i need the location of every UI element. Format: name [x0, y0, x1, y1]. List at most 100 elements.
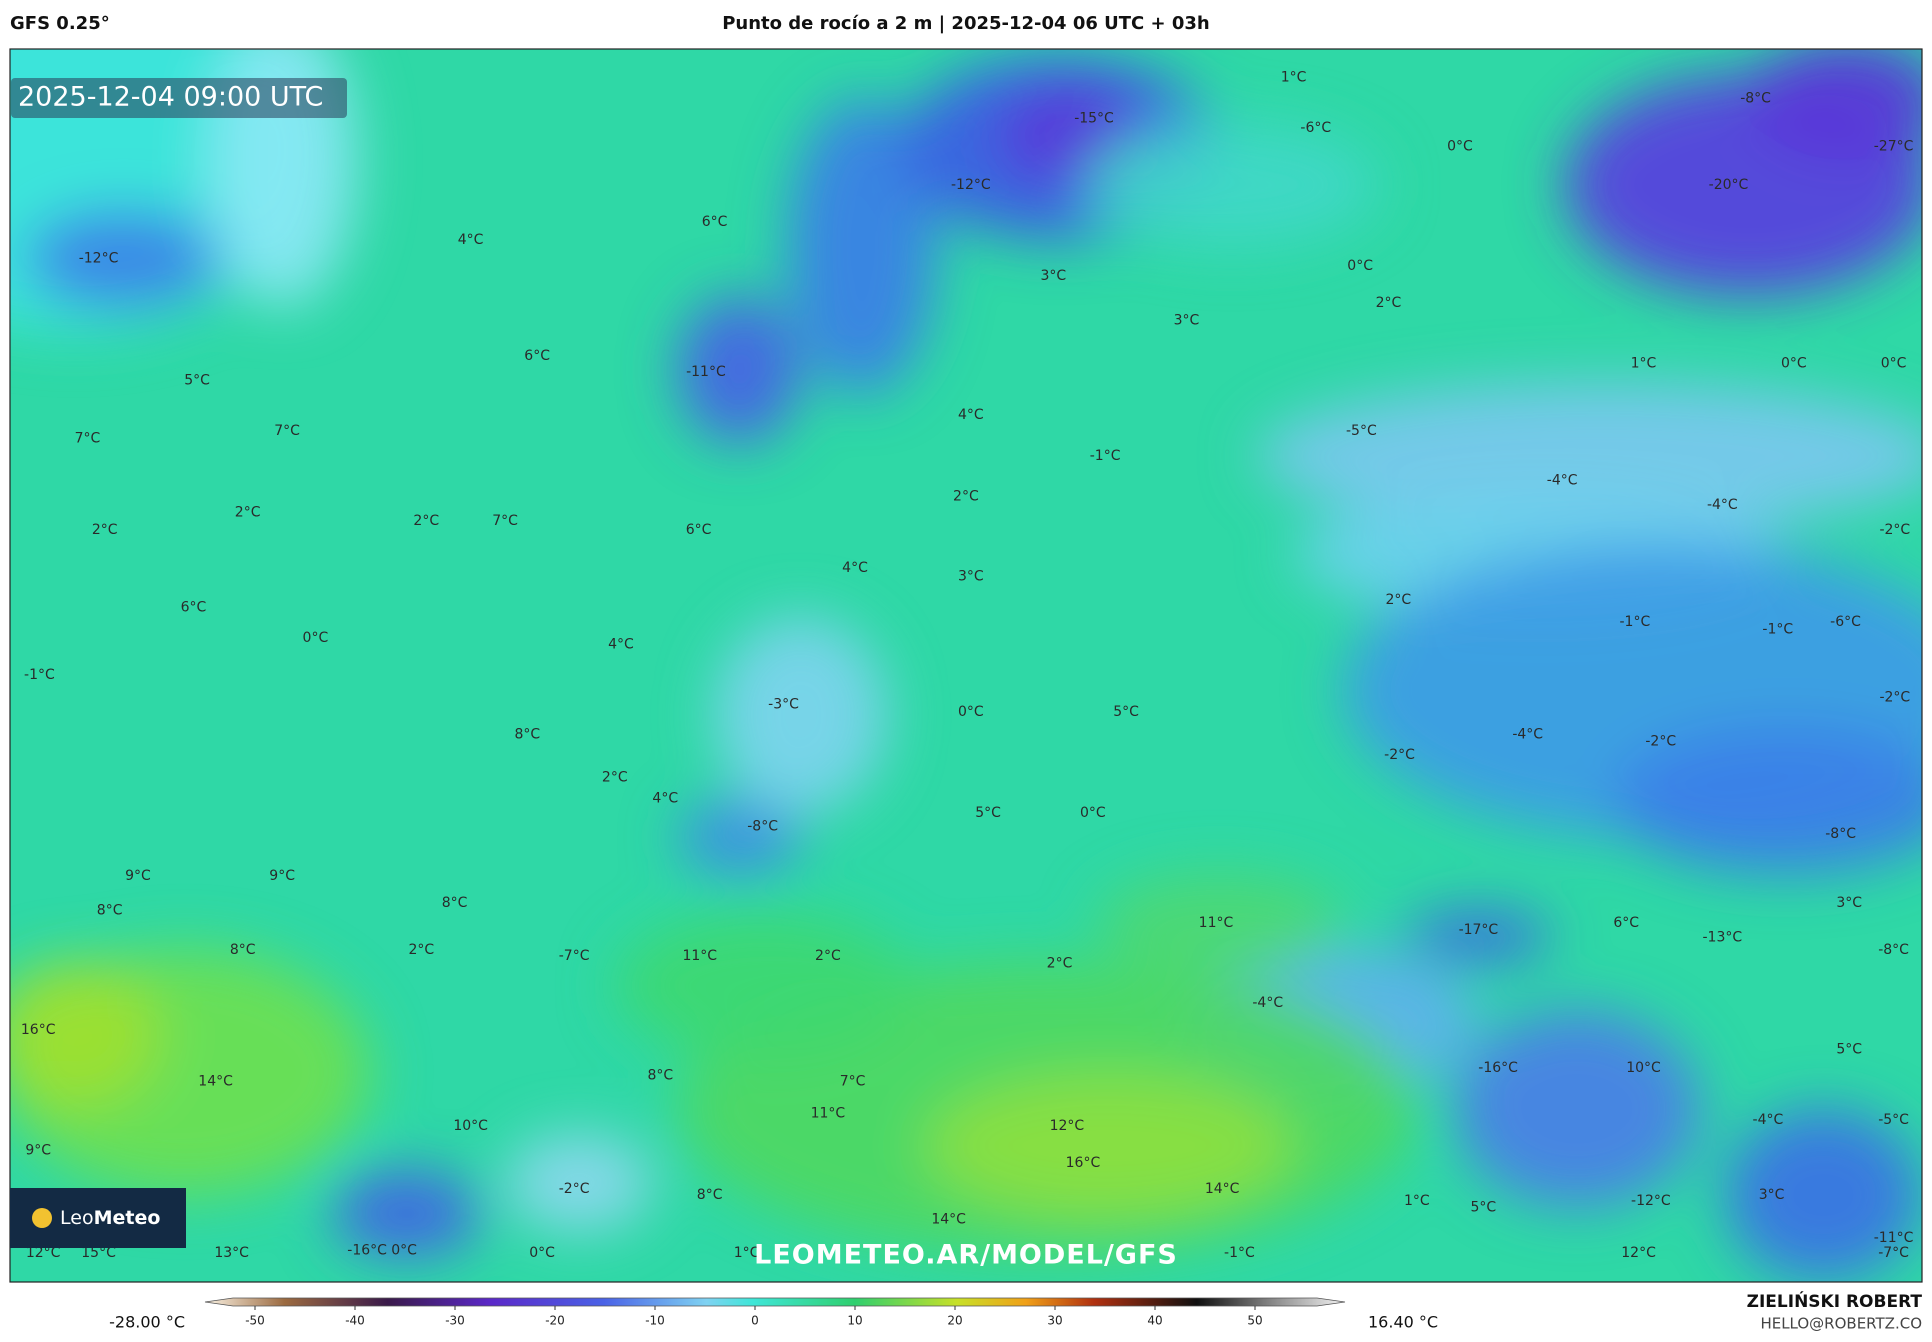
temperature-label: -2°C	[1879, 689, 1910, 705]
temperature-label: -5°C	[1878, 1112, 1909, 1128]
temperature-label: -17°C	[1459, 922, 1499, 938]
colorbar-tick-label: -20	[545, 1314, 565, 1328]
temperature-label: 0°C	[303, 630, 329, 646]
colorbar: -50 -40 -30 -20 -10 0 10 20 30 40 50	[204, 1297, 1346, 1328]
temperature-label: 14°C	[931, 1212, 966, 1228]
temperature-label: 8°C	[697, 1187, 723, 1203]
temperature-label: 16°C	[1066, 1155, 1101, 1171]
temperature-label: -8°C	[1740, 91, 1771, 107]
logo-sun	[32, 1208, 52, 1228]
author: ZIELIŃSKI ROBERT	[1747, 1290, 1923, 1312]
temperature-label: -2°C	[1879, 522, 1910, 538]
temperature-label: 4°C	[842, 560, 868, 576]
contact: HELLO@ROBERTZ.CO	[1760, 1315, 1922, 1333]
shade-blob	[1256, 381, 1922, 530]
map-labels: 1°C -8°C -15°C -6°C 0°C -27°C -12°C -20°C 6°C 4°C…	[21, 70, 1914, 1261]
temperature-label: 6°C	[524, 348, 550, 364]
temperature-label: -8°C	[1878, 942, 1909, 958]
temperature-label: -6°C	[1300, 120, 1331, 136]
temperature-label: 8°C	[230, 942, 256, 958]
temperature-label: 2°C	[235, 505, 261, 521]
temperature-label: 12°C	[26, 1245, 61, 1261]
temperature-label: -6°C	[1830, 614, 1861, 630]
temperature-label: -1°C	[1762, 622, 1793, 638]
temperature-label: 3°C	[1174, 312, 1200, 328]
colorbar-tick-label: 0	[751, 1314, 759, 1328]
temperature-label: -7°C	[559, 948, 590, 964]
colorbar-tick-label: -40	[345, 1314, 365, 1328]
temperature-label: 2°C	[92, 522, 118, 538]
temperature-label: 2°C	[815, 948, 841, 964]
temperature-label: 3°C	[1759, 1187, 1785, 1203]
shade-blob	[677, 295, 801, 444]
temperature-label: 3°C	[958, 569, 984, 585]
temperature-label: 8°C	[97, 902, 123, 918]
temperature-label: 9°C	[269, 868, 295, 884]
logo-light: Leo	[60, 1207, 94, 1229]
temperature-label: 2°C	[1376, 295, 1402, 311]
temperature-label: -16°C	[1478, 1060, 1518, 1076]
temperature-label: -13°C	[1703, 930, 1743, 946]
colorbar-tick-label: 50	[1247, 1314, 1262, 1328]
shade-blob	[1453, 1010, 1701, 1208]
temperature-label: -4°C	[1252, 995, 1283, 1011]
temperature-label: -11°C	[686, 364, 726, 380]
temperature-label: 0°C	[1881, 355, 1907, 371]
temperature-label: 0°C	[1080, 805, 1106, 821]
temperature-label: 0°C	[958, 704, 984, 720]
temperature-label: -1°C	[1224, 1245, 1255, 1261]
shade-blob	[505, 1133, 653, 1232]
shade-blob	[1096, 874, 1343, 974]
shade-blob	[1084, 123, 1380, 247]
shade-blob	[677, 800, 801, 875]
temperature-label: 9°C	[125, 868, 151, 884]
temperature-label: 6°C	[1613, 915, 1639, 931]
temperature-label: -2°C	[1645, 734, 1676, 750]
colorbar-tick-label: -10	[645, 1314, 665, 1328]
temperature-label: 0°C	[1347, 258, 1373, 274]
shade-blob	[1404, 911, 1553, 961]
temperature-label: 0°C	[529, 1245, 555, 1261]
temperature-label: 2°C	[953, 488, 979, 504]
temperature-label: 15°C	[81, 1245, 116, 1261]
temperature-label: 10°C	[453, 1118, 488, 1134]
colorbar-tick-label: 10	[847, 1314, 862, 1328]
temperature-label: 5°C	[1836, 1042, 1862, 1058]
shade-blob	[24, 209, 222, 308]
temperature-label: 12°C	[1621, 1245, 1656, 1261]
temperature-label: 5°C	[1470, 1199, 1496, 1215]
shade-blob	[332, 1170, 481, 1257]
temperature-label: -1°C	[24, 667, 55, 683]
temperature-label: -3°C	[768, 697, 799, 713]
temperature-label: 1°C	[734, 1245, 760, 1261]
temperature-label: 10°C	[1626, 1060, 1661, 1076]
temperature-label: -20°C	[1709, 177, 1749, 193]
timestamp: 2025-12-04 09:00 UTC	[18, 82, 323, 113]
temperature-label: 4°C	[958, 407, 984, 423]
temperature-label: -2°C	[559, 1181, 590, 1197]
shade-blob	[788, 98, 937, 395]
temperature-label: 16°C	[21, 1022, 56, 1038]
temperature-label: 2°C	[409, 942, 435, 958]
logo-bold: Meteo	[94, 1207, 161, 1229]
colorbar-max: 16.40 °C	[1368, 1313, 1438, 1332]
temperature-label: -11°C	[1874, 1230, 1914, 1246]
temperature-label: 1°C	[1404, 1193, 1430, 1209]
map-frame	[9, 48, 1923, 1283]
temperature-label: -1°C	[1619, 614, 1650, 630]
temperature-label: -4°C	[1707, 497, 1738, 513]
shade-blob	[1724, 1108, 1922, 1282]
temperature-label: 11°C	[682, 948, 717, 964]
temperature-label: 8°C	[514, 726, 540, 742]
temperature-label: 4°C	[458, 232, 484, 248]
temperature-label: -2°C	[1384, 747, 1415, 763]
temperature-label: -15°C	[1074, 110, 1114, 126]
temperature-label: 2°C	[413, 513, 439, 529]
temperature-label: -4°C	[1512, 726, 1543, 742]
shade-blob	[1613, 726, 1922, 875]
chart-title: Punto de rocío a 2 m | 2025-12-04 06 UTC…	[722, 13, 1210, 34]
logo-text: LeoMeteo	[60, 1207, 160, 1229]
temperature-label: 7°C	[840, 1074, 866, 1090]
